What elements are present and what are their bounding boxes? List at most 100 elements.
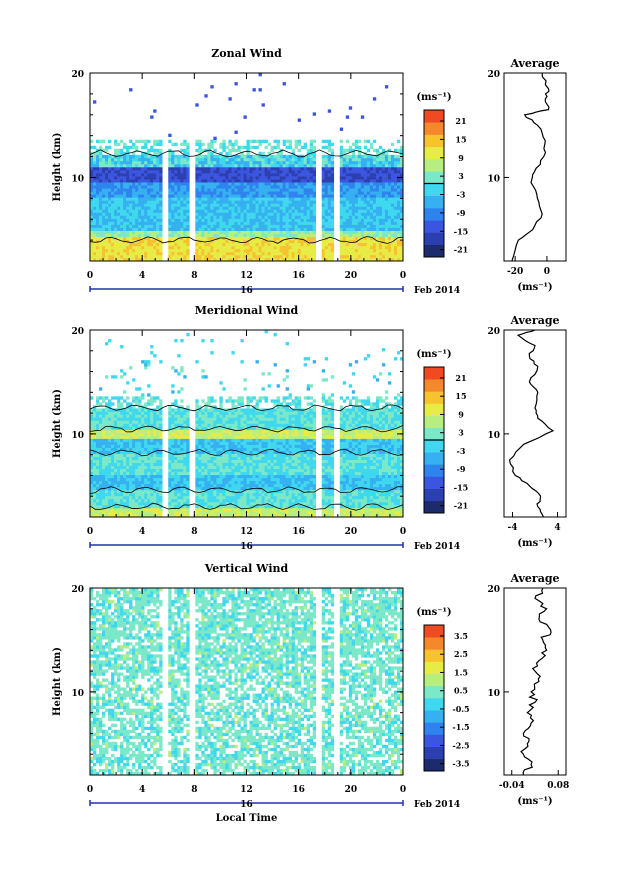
heatmap-cell <box>364 173 367 176</box>
heatmap-cell <box>108 200 111 203</box>
heatmap-cell <box>141 493 144 496</box>
heatmap-cell <box>283 170 286 173</box>
heatmap-cell <box>295 161 298 164</box>
heatmap-cell <box>274 228 277 231</box>
heatmap-cell <box>150 200 153 203</box>
heatmap-cell <box>243 176 246 179</box>
heatmap-cell <box>120 182 123 185</box>
heatmap-cell <box>177 161 180 164</box>
heatmap-cell <box>99 197 102 200</box>
heatmap-cell <box>301 188 304 191</box>
heatmap-cell <box>153 173 156 176</box>
heatmap-cell <box>361 200 364 203</box>
heatmap-cell <box>219 206 222 209</box>
heatmap-cell <box>156 194 159 197</box>
heatmap-cell <box>256 179 259 182</box>
heatmap-cell <box>147 173 150 176</box>
heatmap-cell <box>280 200 283 203</box>
heatmap-cell <box>325 243 328 246</box>
heatmap-cell <box>352 158 355 161</box>
heatmap-cell <box>228 149 231 152</box>
heatmap-cell <box>114 414 117 417</box>
heatmap-cell <box>367 209 370 212</box>
heatmap-cell <box>373 209 376 212</box>
heatmap-cell <box>120 231 123 234</box>
heatmap-cell <box>147 475 150 478</box>
heatmap-cell <box>156 436 159 439</box>
heatmap-cell <box>277 246 280 249</box>
heatmap-cell <box>277 140 280 143</box>
heatmap-cell <box>243 158 246 161</box>
heatmap-cell <box>120 430 123 433</box>
heatmap-cell <box>114 246 117 249</box>
heatmap-cell <box>328 167 331 170</box>
heatmap-cell <box>373 158 376 161</box>
heatmap-cell <box>243 161 246 164</box>
heatmap-cell <box>186 499 189 502</box>
heatmap-cell <box>292 161 295 164</box>
heatmap-cell <box>237 176 240 179</box>
heatmap-cell <box>117 424 120 427</box>
heatmap-cell <box>156 414 159 417</box>
heatmap-cell <box>250 249 253 252</box>
heatmap-cell <box>379 176 382 179</box>
heatmap-cell <box>343 176 346 179</box>
heatmap-cell <box>138 396 141 399</box>
heatmap-cell <box>370 197 373 200</box>
heatmap-cell <box>117 179 120 182</box>
heatmap-cell <box>141 219 144 222</box>
heatmap-cell <box>135 414 138 417</box>
heatmap-cell <box>123 249 126 252</box>
heatmap-cell <box>171 203 174 206</box>
heatmap-cell <box>114 240 117 243</box>
heatmap-cell <box>228 158 231 161</box>
heatmap-cell <box>105 448 108 451</box>
heatmap-cell <box>126 182 129 185</box>
heatmap-cell <box>340 167 343 170</box>
heatmap-cell <box>96 472 99 475</box>
heatmap-cell <box>177 414 180 417</box>
heatmap-cell <box>271 219 274 222</box>
heatmap-cell <box>117 249 120 252</box>
heatmap-cell <box>391 170 394 173</box>
heatmap-cell <box>391 167 394 170</box>
heatmap-cell <box>301 194 304 197</box>
heatmap-cell <box>138 225 141 228</box>
heatmap-cell <box>99 442 102 445</box>
heatmap-cell <box>292 255 295 258</box>
heatmap-cell <box>171 176 174 179</box>
heatmap-cell <box>177 469 180 472</box>
heatmap-cell <box>108 240 111 243</box>
heatmap-cell <box>195 179 198 182</box>
heatmap-cell <box>114 152 117 155</box>
average-x-tick-label: 0 <box>544 267 550 277</box>
heatmap-cell <box>310 252 313 255</box>
heatmap-cell <box>307 155 310 158</box>
heatmap-cell <box>325 164 328 167</box>
heatmap-cell <box>325 188 328 191</box>
heatmap-cell <box>183 188 186 191</box>
heatmap-cell <box>280 249 283 252</box>
heatmap-cell <box>364 246 367 249</box>
heatmap-cell <box>346 188 349 191</box>
heatmap-cell <box>343 173 346 176</box>
heatmap-cell <box>153 511 156 514</box>
heatmap-cell <box>340 219 343 222</box>
heatmap-cell <box>144 225 147 228</box>
heatmap-cell <box>322 140 325 143</box>
heatmap-cell <box>159 508 162 511</box>
heatmap-cell <box>114 216 117 219</box>
heatmap-cell <box>174 252 177 255</box>
heatmap-cell <box>144 420 147 423</box>
heatmap-cell <box>159 246 162 249</box>
heatmap-cell <box>111 194 114 197</box>
heatmap-cell <box>195 234 198 237</box>
heatmap-cell <box>102 433 105 436</box>
heatmap-cell <box>120 414 123 417</box>
heatmap-cell <box>228 164 231 167</box>
heatmap-cell <box>195 246 198 249</box>
heatmap-cell <box>274 212 277 215</box>
heatmap-cell <box>102 445 105 448</box>
heatmap-cell <box>268 231 271 234</box>
heatmap-cell <box>102 502 105 505</box>
